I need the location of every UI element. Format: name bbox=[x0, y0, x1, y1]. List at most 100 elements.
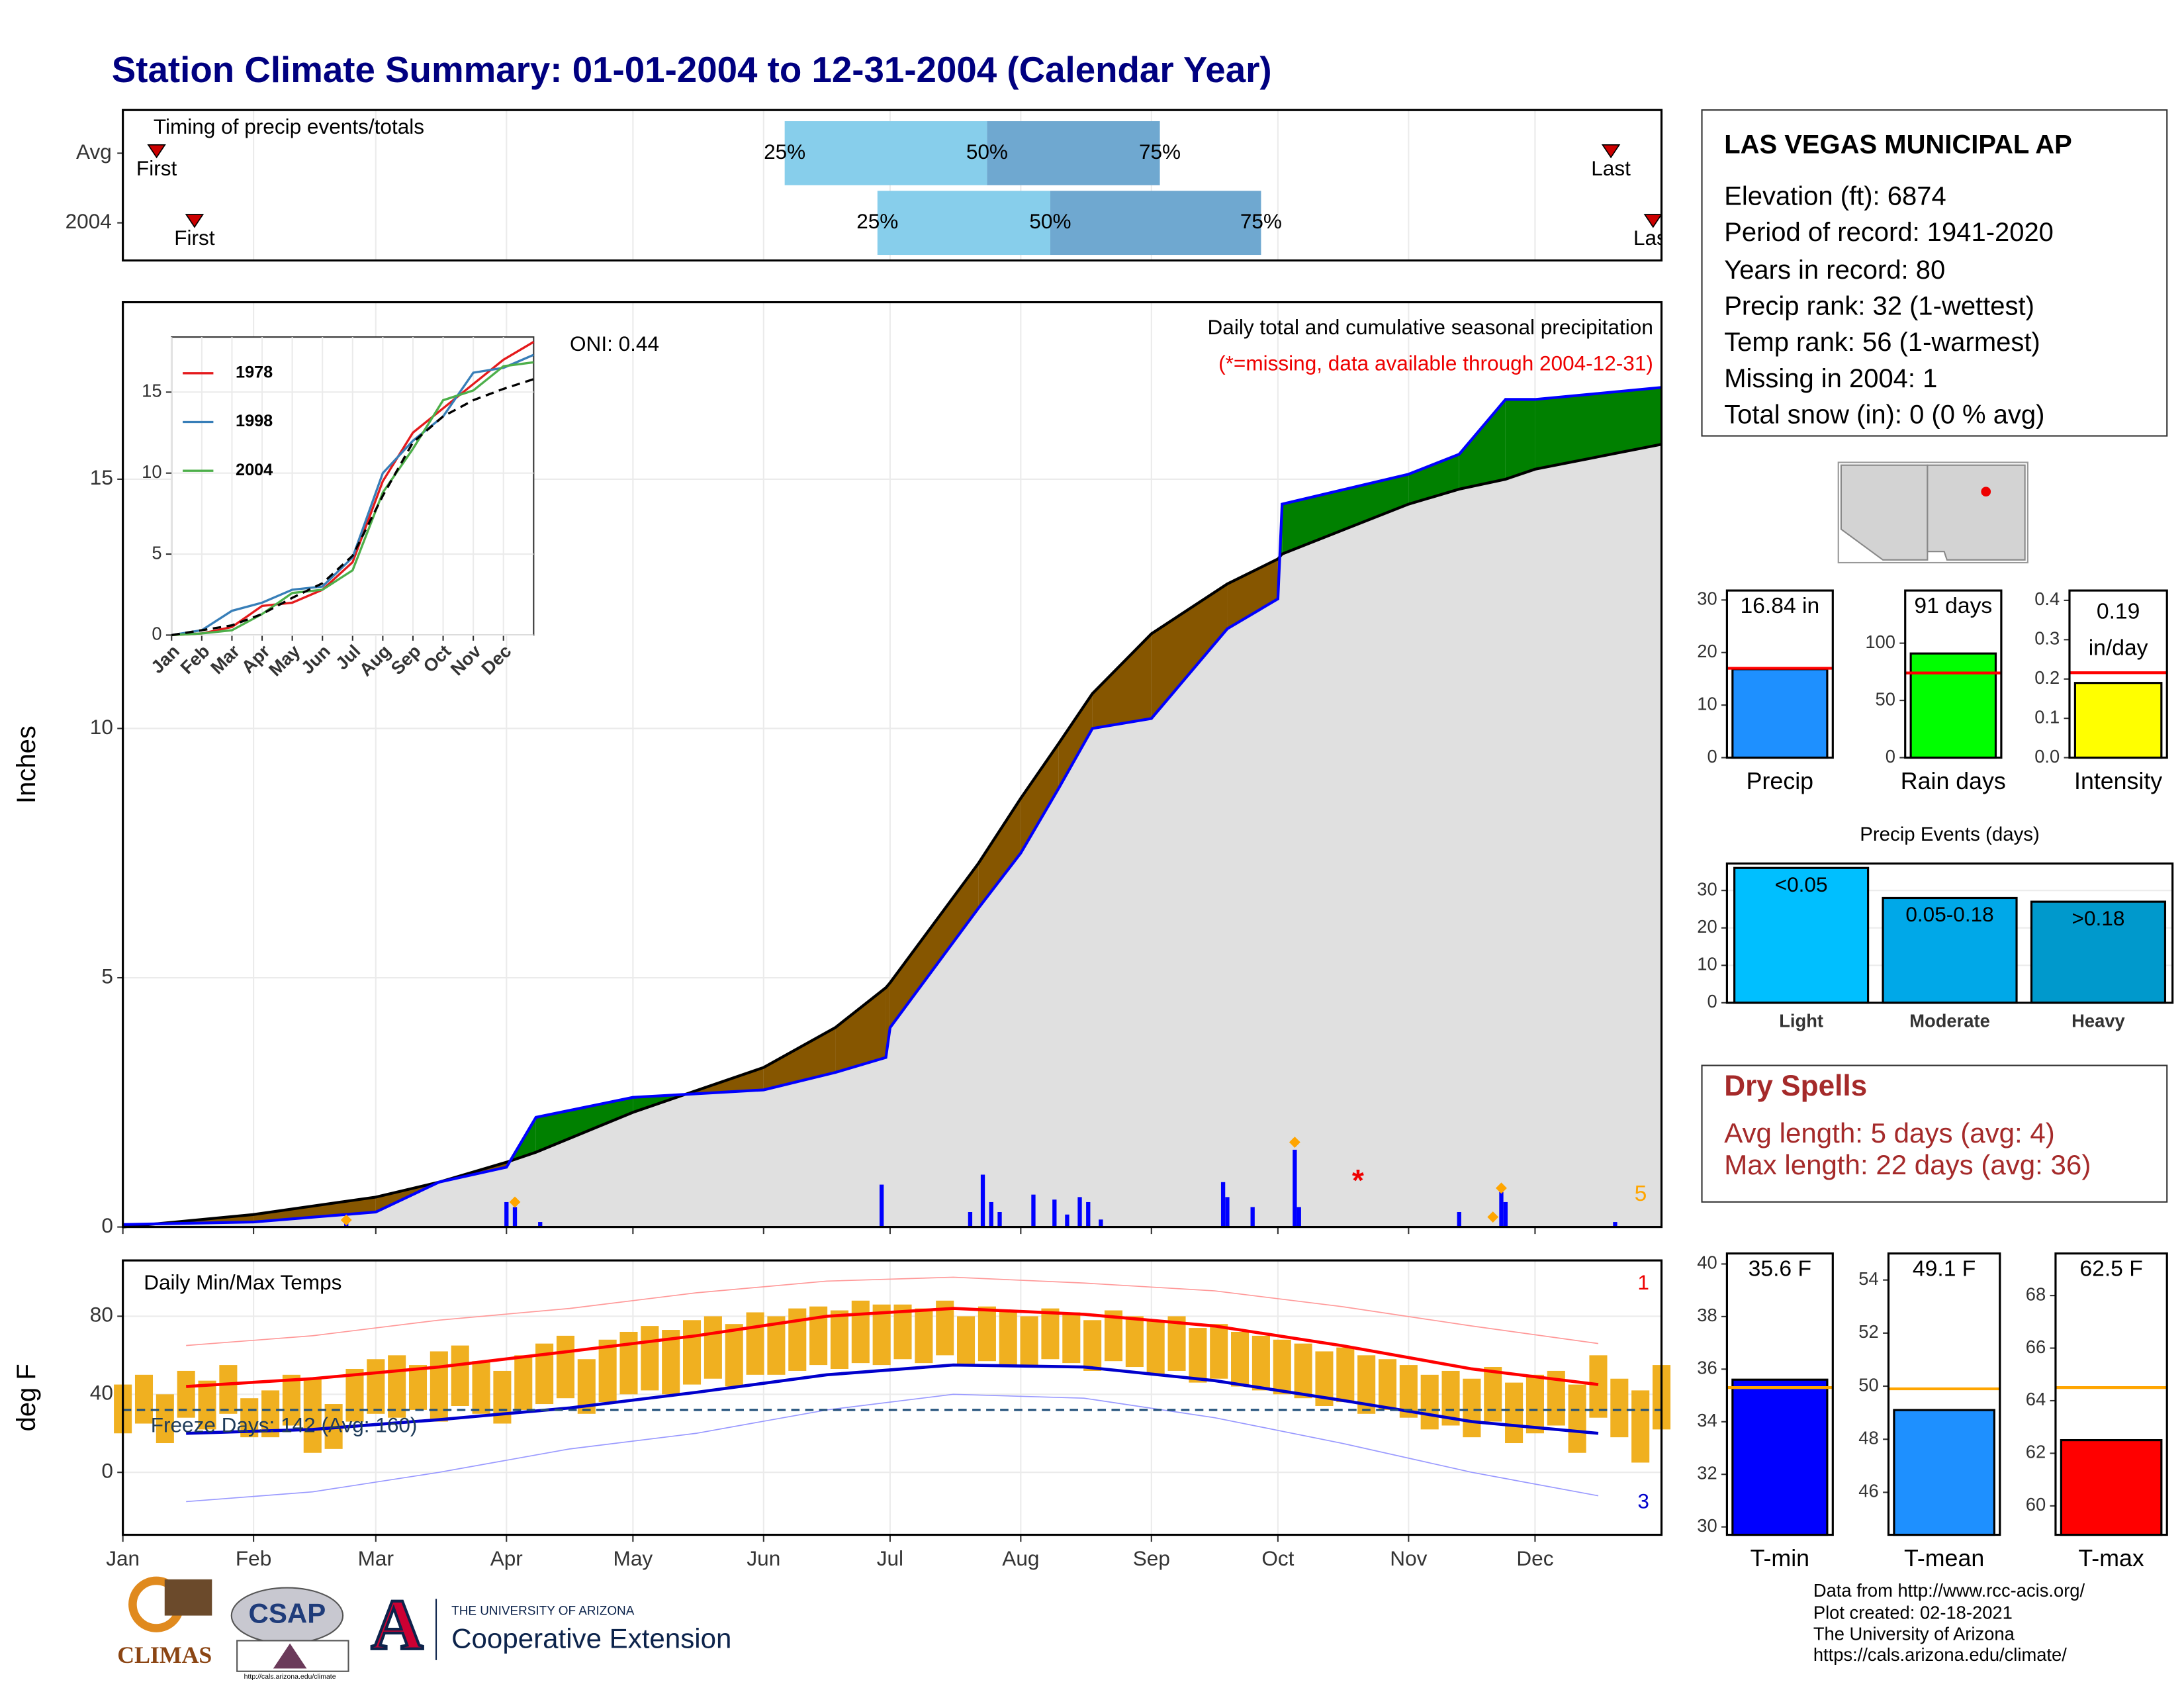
y-tick-label: 5 bbox=[101, 964, 113, 988]
temp-range-bar bbox=[1231, 1331, 1250, 1387]
temp-range-bar bbox=[514, 1355, 533, 1410]
daily-bar bbox=[504, 1201, 509, 1227]
station-name: LAS VEGAS MUNICIPAL AP bbox=[1724, 130, 2072, 159]
daily-bar bbox=[1077, 1197, 1082, 1227]
y-tick-label: 20 bbox=[1697, 641, 1717, 661]
daily-bar bbox=[1052, 1199, 1057, 1227]
record-high-count: 1 bbox=[1637, 1270, 1649, 1294]
bar bbox=[2060, 1438, 2163, 1536]
y-tick-label: 15 bbox=[90, 465, 113, 489]
event-marker bbox=[185, 214, 205, 228]
y-tick-label: 0.2 bbox=[2034, 667, 2060, 688]
row-label: Avg bbox=[76, 140, 112, 164]
temp-range-bar bbox=[682, 1320, 702, 1385]
station-line: Precip rank: 32 (1-wettest) bbox=[1724, 292, 2034, 321]
panel-border bbox=[1887, 1252, 2001, 1536]
threshold-label: >0.18 bbox=[2072, 906, 2125, 930]
y-tick-label: 40 bbox=[90, 1381, 113, 1405]
category-label: Precip bbox=[1747, 768, 1813, 794]
daily-bar bbox=[1225, 1197, 1230, 1227]
difference-area bbox=[1227, 559, 1278, 629]
credit-line: The University of Arizona bbox=[1813, 1623, 2015, 1644]
daily-bar bbox=[1250, 1207, 1255, 1227]
event-marker bbox=[1496, 1182, 1507, 1194]
difference-area bbox=[1282, 474, 1409, 554]
temp-range-bar bbox=[430, 1351, 448, 1422]
y-tick-label: 62 bbox=[2026, 1442, 2046, 1462]
x-tick-label: Sep bbox=[1133, 1546, 1170, 1570]
temp-range-bar bbox=[156, 1394, 174, 1444]
x-tick-label: Dec bbox=[1516, 1546, 1553, 1570]
temp-range-bar bbox=[1273, 1339, 1291, 1395]
daily-bar bbox=[968, 1211, 973, 1227]
quartile-label: 50% bbox=[966, 140, 1008, 164]
chart-title: Daily total and cumulative seasonal prec… bbox=[1208, 315, 1653, 339]
csap-text: CSAP bbox=[248, 1598, 326, 1629]
dry-spells-line: Avg length: 5 days (avg: 4) bbox=[1724, 1117, 2055, 1149]
temp-range-bar bbox=[134, 1374, 154, 1424]
quartile-bar bbox=[877, 191, 1050, 256]
panel-border bbox=[122, 1259, 1663, 1536]
daily-bar bbox=[1293, 1149, 1297, 1227]
csap-url: http://cals.arizona.edu/climate bbox=[244, 1673, 336, 1681]
y-tick-label: 0 bbox=[101, 1459, 113, 1483]
panel-border bbox=[1725, 1252, 1834, 1536]
temp-range-bar bbox=[367, 1359, 385, 1414]
x-tick-label: Jan bbox=[106, 1546, 140, 1570]
difference-area bbox=[1058, 693, 1093, 788]
x-tick-label: Jun bbox=[747, 1546, 780, 1570]
csap-logo bbox=[273, 1643, 307, 1669]
x-tick-label: Mar bbox=[358, 1546, 394, 1570]
row-label: 2004 bbox=[66, 209, 112, 233]
quartile-label: 75% bbox=[1240, 209, 1282, 233]
temp-range-bar bbox=[619, 1331, 638, 1395]
y-tick-label: 10 bbox=[142, 461, 161, 482]
temp-line bbox=[186, 1307, 1599, 1388]
station-line: Years in record: 80 bbox=[1724, 256, 1945, 285]
credit-line: https://cals.arizona.edu/climate/ bbox=[1813, 1644, 2067, 1665]
daily-bar bbox=[1457, 1211, 1461, 1227]
panel-border bbox=[1725, 589, 1834, 759]
station-line: Elevation (ft): 6874 bbox=[1724, 181, 1946, 211]
category-label: T-mean bbox=[1904, 1545, 1984, 1571]
temp-range-bar bbox=[1062, 1312, 1081, 1364]
y-tick-label: 20 bbox=[1697, 916, 1717, 937]
daily-bar bbox=[989, 1201, 993, 1227]
category-label: T-max bbox=[2078, 1545, 2144, 1571]
y-tick-label: 32 bbox=[1697, 1462, 1717, 1483]
y-tick-label: 10 bbox=[90, 715, 113, 739]
daily-bar bbox=[512, 1207, 518, 1227]
y-tick-label: 30 bbox=[1697, 588, 1717, 609]
temp-line bbox=[186, 1363, 1599, 1435]
temp-range-bar bbox=[1251, 1335, 1270, 1391]
y-tick-label: 30 bbox=[1697, 1515, 1717, 1536]
y-tick-label: 10 bbox=[1697, 954, 1717, 974]
y-tick-label: 38 bbox=[1697, 1305, 1717, 1325]
cumulative-line bbox=[122, 443, 1662, 1229]
temp-range-bar bbox=[1083, 1320, 1102, 1371]
panel-border bbox=[122, 109, 1663, 262]
page-title: Station Climate Summary: 01-01-2004 to 1… bbox=[112, 49, 1272, 90]
temp-range-bar bbox=[282, 1374, 300, 1426]
bar bbox=[1733, 867, 1870, 1004]
temp-range-bar bbox=[1336, 1347, 1355, 1403]
daily-bar bbox=[1065, 1214, 1069, 1227]
difference-area bbox=[1092, 633, 1152, 729]
quartile-bar bbox=[1050, 191, 1261, 256]
chart-subtitle: (*=missing, data available through 2004-… bbox=[1218, 352, 1653, 375]
temp-range-bar bbox=[893, 1304, 912, 1360]
category-label: Light bbox=[1779, 1011, 1823, 1031]
temp-range-bar bbox=[388, 1355, 406, 1418]
station-line: Missing in 2004: 1 bbox=[1724, 364, 1937, 393]
temp-range-bar bbox=[641, 1326, 659, 1391]
difference-area bbox=[1021, 743, 1059, 853]
bar bbox=[2030, 900, 2167, 1004]
value-label: 49.1 F bbox=[1913, 1257, 1976, 1282]
x-tick-label: Jul bbox=[877, 1546, 903, 1570]
y-tick-label: 50 bbox=[1858, 1374, 1878, 1395]
difference-area bbox=[889, 863, 979, 1028]
legend-label: 1978 bbox=[236, 363, 273, 382]
daily-bar bbox=[538, 1222, 543, 1227]
daily-bar bbox=[1031, 1194, 1036, 1227]
y-tick-label: 0 bbox=[1707, 746, 1717, 767]
